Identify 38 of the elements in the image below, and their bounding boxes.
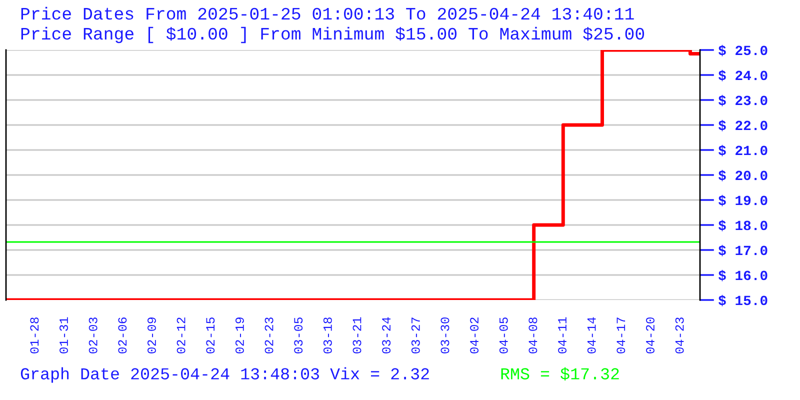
- x-tick-label: 04-14: [587, 317, 596, 354]
- y-tick-label: $ 21.0: [718, 144, 768, 156]
- x-tick-label: 03-21: [352, 317, 362, 354]
- x-tick-label: 01-28: [30, 317, 39, 354]
- x-tick-label: 04-05: [499, 317, 508, 354]
- ref-line-label: RMS = $17.32: [501, 367, 619, 380]
- x-tick-label: 01-31: [60, 317, 68, 354]
- y-tick-label: $ 16.0: [718, 270, 768, 282]
- x-tick-label: 04-23: [675, 317, 684, 354]
- x-tick-label: 02-15: [206, 317, 215, 354]
- y-tick-label: $ 17.0: [718, 244, 768, 256]
- y-tick-label: $ 15.0: [718, 294, 768, 306]
- y-tick-label: $ 18.0: [718, 220, 768, 232]
- chart-subtitle: Price Range [ $10.00 ] From Minimum $15.00 To Maximum $25.00: [21, 26, 644, 44]
- x-tick-label: 03-24: [382, 317, 391, 354]
- y-tick-label: $ 24.0: [718, 70, 768, 82]
- x-tick-label: 02-23: [264, 317, 274, 354]
- x-tick-label: 04-08: [528, 317, 538, 354]
- x-tick-label: 02-09: [147, 318, 156, 354]
- x-tick-label: 04-02: [470, 318, 479, 354]
- x-tick-label: 03-27: [411, 318, 420, 354]
- y-tick-label: $ 19.0: [718, 194, 768, 206]
- y-tick-label: $ 23.0: [718, 94, 768, 106]
- x-tick-label: 02-06: [118, 317, 127, 354]
- x-tick-label: 03-18: [323, 317, 332, 354]
- y-tick-label: $ 25.0: [718, 44, 768, 56]
- y-tick-label: $ 20.0: [718, 170, 768, 182]
- x-tick-label: 04-17: [616, 318, 626, 354]
- x-tick-label: 02-12: [176, 318, 186, 354]
- y-tick-label: $ 22.0: [718, 120, 768, 132]
- chart-title: Price Dates From 2025-01-25 01:00:13 To 2025-04-24 13:40:11: [21, 6, 634, 20]
- text: Graph Date 2025-04-24 13:48:03 Vix = 2.32: [20, 367, 429, 383]
- x-tick-label: 03-30: [440, 317, 450, 354]
- x-tick-label: 02-03: [88, 317, 98, 354]
- x-tick-label: 03-05: [294, 317, 303, 354]
- x-tick-label: 04-20: [646, 317, 654, 354]
- x-tick-label: 04-11: [558, 317, 567, 354]
- x-tick-label: 02-19: [235, 318, 244, 354]
